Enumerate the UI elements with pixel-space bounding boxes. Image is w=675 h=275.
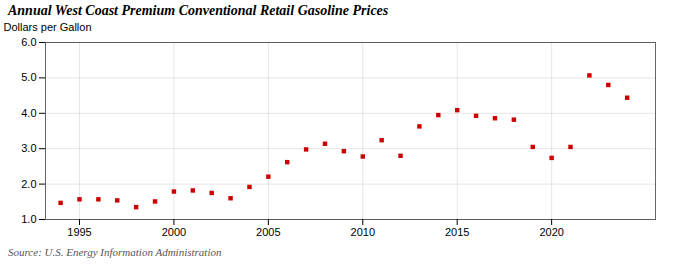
html-text:Source: U.S. Energy Informatio: Source: U.S. Energy Information Administ…: [8, 246, 222, 258]
svg-text:2015: 2015: [445, 226, 469, 238]
svg-text:6.0: 6.0: [21, 36, 36, 48]
html-text:Annual West Coast Premium Conv: Annual West Coast Premium Conventional R…: [8, 3, 389, 18]
svg-text:2010: 2010: [351, 226, 375, 238]
svg-text:2005: 2005: [256, 226, 280, 238]
svg-text:2.0: 2.0: [21, 178, 36, 190]
svg-text:5.0: 5.0: [21, 71, 36, 83]
svg-text:2020: 2020: [539, 226, 563, 238]
svg-text:3.0: 3.0: [21, 142, 36, 154]
svg-text:1.0: 1.0: [21, 213, 36, 225]
svg-text:Dollars per Gallon: Dollars per Gallon: [4, 21, 92, 33]
svg-text:1995: 1995: [67, 226, 91, 238]
svg-text:4.0: 4.0: [21, 107, 36, 119]
svg-text:2000: 2000: [162, 226, 186, 238]
